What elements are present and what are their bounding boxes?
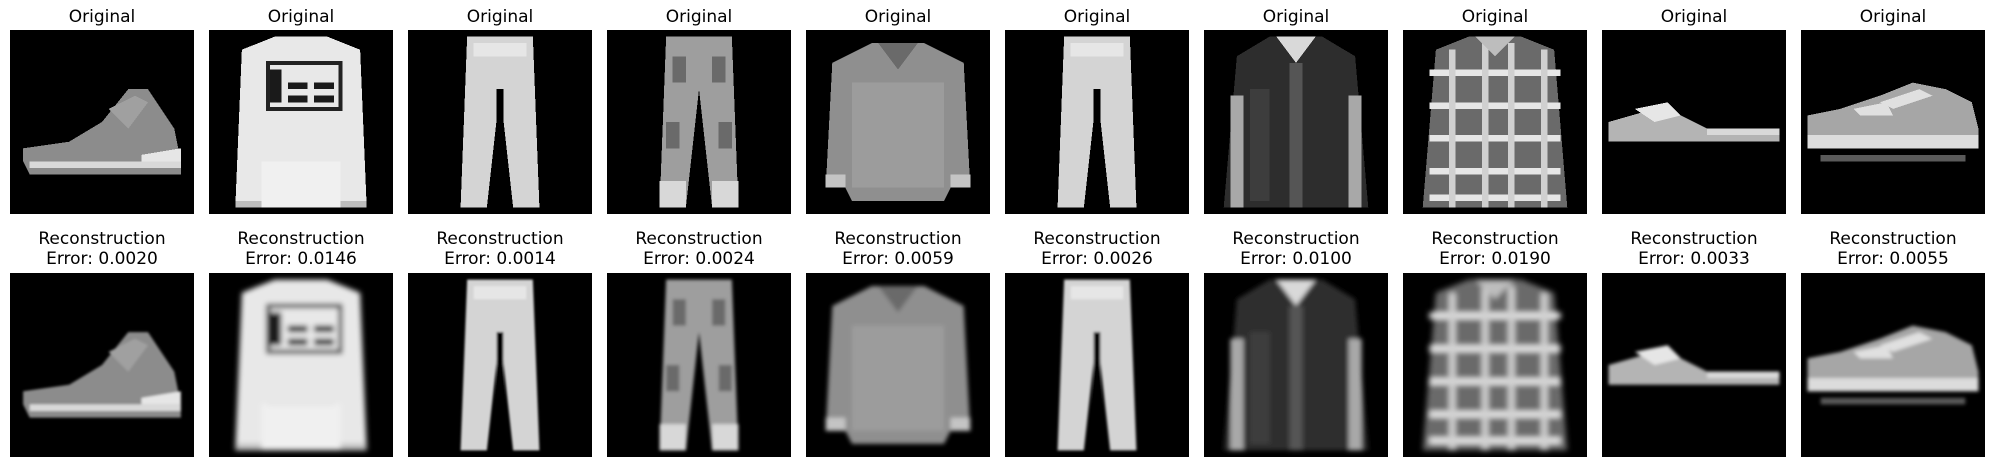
sample-column: Original Reconstruction Error: 0.0024 bbox=[607, 0, 791, 467]
reconstruction-glyph bbox=[235, 279, 367, 451]
reconstruction-title: Reconstruction Error: 0.0190 bbox=[1383, 229, 1607, 269]
sample-column: Original Reconstruction Error: 0.0020 bbox=[10, 0, 194, 467]
original-title: Original bbox=[1063, 7, 1131, 27]
reconstruction-glyph bbox=[23, 332, 181, 418]
sample-column: Original Reconstruction Error: 0.0014 bbox=[408, 0, 592, 467]
reconstruction-glyph bbox=[1223, 279, 1369, 451]
reconstruction-glyph bbox=[1608, 345, 1780, 385]
sample-column: Original Reconstruction Error: 0.0100 bbox=[1204, 0, 1388, 467]
original-image bbox=[1801, 30, 1985, 214]
original-title: Original bbox=[665, 7, 733, 27]
reconstruction-image bbox=[1005, 273, 1189, 457]
original-glyph bbox=[1422, 36, 1568, 208]
reconstruction-label: Reconstruction bbox=[1630, 229, 1758, 249]
reconstruction-error: Error: 0.0055 bbox=[1837, 249, 1949, 269]
reconstruction-title: Reconstruction Error: 0.0014 bbox=[388, 229, 612, 269]
original-image bbox=[1204, 30, 1388, 214]
reconstruction-glyph bbox=[1422, 279, 1568, 451]
original-glyph bbox=[1608, 102, 1780, 142]
reconstruction-image bbox=[408, 273, 592, 457]
original-image bbox=[209, 30, 393, 214]
reconstruction-label: Reconstruction bbox=[38, 229, 166, 249]
original-title: Original bbox=[1262, 7, 1330, 27]
reconstruction-label: Reconstruction bbox=[237, 229, 365, 249]
reconstruction-glyph bbox=[659, 279, 739, 451]
reconstruction-title: Reconstruction Error: 0.0033 bbox=[1582, 229, 1806, 269]
reconstruction-title: Reconstruction Error: 0.0024 bbox=[587, 229, 811, 269]
original-title: Original bbox=[68, 7, 136, 27]
reconstruction-title: Reconstruction Error: 0.0020 bbox=[0, 229, 214, 269]
reconstruction-title: Reconstruction Error: 0.0026 bbox=[985, 229, 1209, 269]
reconstruction-error: Error: 0.0014 bbox=[444, 249, 556, 269]
reconstruction-label: Reconstruction bbox=[1033, 229, 1161, 249]
original-image bbox=[806, 30, 990, 214]
reconstruction-error: Error: 0.0190 bbox=[1439, 249, 1551, 269]
original-image bbox=[1005, 30, 1189, 214]
reconstruction-label: Reconstruction bbox=[834, 229, 962, 249]
original-title: Original bbox=[466, 7, 534, 27]
original-glyph bbox=[235, 36, 367, 208]
sample-column: Original Reconstruction Error: 0.0059 bbox=[806, 0, 990, 467]
reconstruction-title: Reconstruction Error: 0.0100 bbox=[1184, 229, 1408, 269]
sample-column: Original Reconstruction Error: 0.0146 bbox=[209, 0, 393, 467]
original-title: Original bbox=[1859, 7, 1927, 27]
reconstruction-error: Error: 0.0100 bbox=[1240, 249, 1352, 269]
original-glyph bbox=[1057, 36, 1137, 208]
reconstruction-label: Reconstruction bbox=[1431, 229, 1559, 249]
reconstruction-error: Error: 0.0059 bbox=[842, 249, 954, 269]
reconstruction-title: Reconstruction Error: 0.0146 bbox=[189, 229, 413, 269]
original-image bbox=[1602, 30, 1786, 214]
sample-column: Original Reconstruction Error: 0.0055 bbox=[1801, 0, 1985, 467]
reconstruction-image bbox=[209, 273, 393, 457]
reconstruction-image bbox=[607, 273, 791, 457]
original-image bbox=[10, 30, 194, 214]
reconstruction-title: Reconstruction Error: 0.0059 bbox=[786, 229, 1010, 269]
reconstruction-label: Reconstruction bbox=[635, 229, 763, 249]
original-glyph bbox=[23, 89, 181, 175]
original-glyph bbox=[659, 36, 739, 208]
original-title: Original bbox=[864, 7, 932, 27]
reconstruction-error: Error: 0.0024 bbox=[643, 249, 755, 269]
original-title: Original bbox=[1660, 7, 1728, 27]
reconstruction-glyph bbox=[825, 286, 971, 444]
reconstruction-glyph bbox=[460, 279, 540, 451]
reconstruction-title: Reconstruction Error: 0.0055 bbox=[1781, 229, 1990, 269]
reconstruction-glyph bbox=[1807, 325, 1979, 405]
sample-column: Original Reconstruction Error: 0.0026 bbox=[1005, 0, 1189, 467]
original-glyph bbox=[1807, 82, 1979, 162]
sample-column: Original Reconstruction Error: 0.0190 bbox=[1403, 0, 1587, 467]
reconstruction-image bbox=[1801, 273, 1985, 457]
reconstruction-image bbox=[806, 273, 990, 457]
reconstruction-glyph bbox=[1057, 279, 1137, 451]
original-glyph bbox=[825, 43, 971, 201]
reconstruction-error: Error: 0.0026 bbox=[1041, 249, 1153, 269]
reconstruction-image bbox=[1403, 273, 1587, 457]
original-image bbox=[408, 30, 592, 214]
reconstruction-image bbox=[1204, 273, 1388, 457]
original-image bbox=[607, 30, 791, 214]
original-glyph bbox=[460, 36, 540, 208]
reconstruction-label: Reconstruction bbox=[1232, 229, 1360, 249]
original-title: Original bbox=[1461, 7, 1529, 27]
reconstruction-image bbox=[1602, 273, 1786, 457]
original-glyph bbox=[1223, 36, 1369, 208]
sample-column: Original Reconstruction Error: 0.0033 bbox=[1602, 0, 1786, 467]
original-image bbox=[1403, 30, 1587, 214]
reconstruction-label: Reconstruction bbox=[436, 229, 564, 249]
reconstruction-image bbox=[10, 273, 194, 457]
reconstruction-error: Error: 0.0020 bbox=[46, 249, 158, 269]
original-title: Original bbox=[267, 7, 335, 27]
reconstruction-label: Reconstruction bbox=[1829, 229, 1957, 249]
reconstruction-error: Error: 0.0146 bbox=[245, 249, 357, 269]
reconstruction-error: Error: 0.0033 bbox=[1638, 249, 1750, 269]
